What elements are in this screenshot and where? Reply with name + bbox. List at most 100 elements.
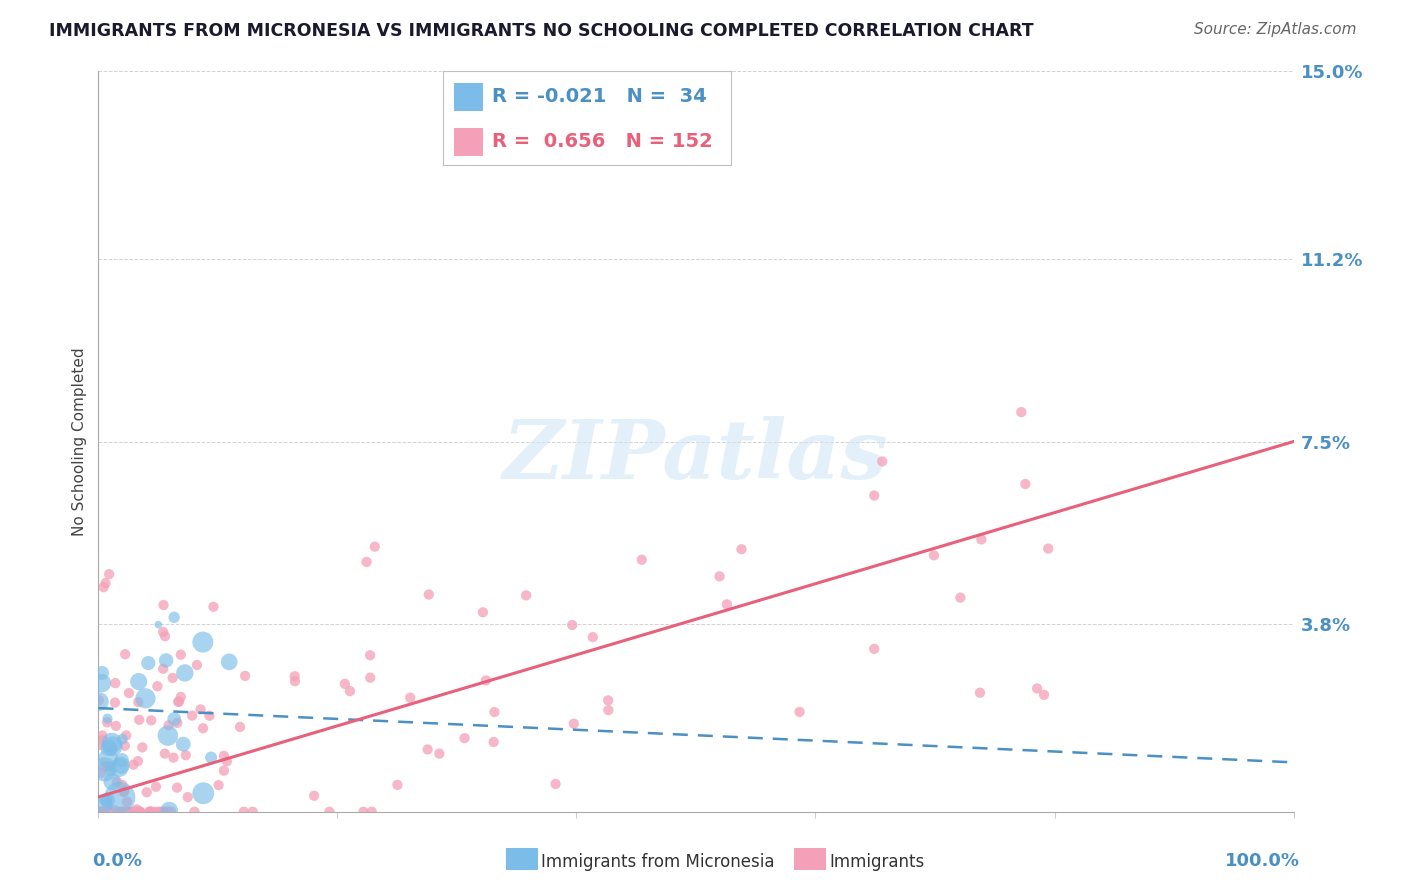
Point bbox=[360, 805, 382, 819]
Point bbox=[582, 630, 605, 644]
Point bbox=[163, 610, 186, 624]
Point bbox=[108, 790, 131, 805]
Point bbox=[352, 805, 374, 819]
Point bbox=[97, 759, 120, 773]
Point bbox=[91, 729, 114, 743]
Point bbox=[156, 805, 179, 819]
Point bbox=[198, 708, 221, 723]
Point bbox=[232, 805, 254, 819]
Text: R =  0.656   N = 152: R = 0.656 N = 152 bbox=[492, 132, 713, 151]
Point bbox=[152, 805, 174, 819]
Point bbox=[153, 747, 176, 761]
Point bbox=[202, 599, 225, 614]
Point bbox=[174, 748, 197, 763]
Point bbox=[949, 591, 972, 605]
Point bbox=[562, 716, 585, 731]
Point bbox=[475, 673, 498, 688]
Point bbox=[129, 805, 152, 819]
Point bbox=[111, 778, 134, 792]
Point bbox=[117, 805, 139, 819]
Point bbox=[242, 805, 264, 819]
Point bbox=[91, 805, 114, 819]
Point bbox=[90, 738, 112, 752]
Point bbox=[183, 805, 205, 819]
Point bbox=[730, 542, 752, 557]
Point bbox=[598, 703, 620, 717]
Point bbox=[233, 669, 256, 683]
Point bbox=[229, 720, 252, 734]
Point bbox=[152, 624, 174, 639]
Point bbox=[117, 805, 139, 819]
Point bbox=[863, 641, 886, 656]
Point bbox=[111, 753, 134, 767]
Point bbox=[544, 777, 567, 791]
Point bbox=[212, 764, 235, 778]
Point bbox=[128, 713, 150, 727]
Point bbox=[97, 751, 120, 765]
Point bbox=[94, 805, 117, 819]
Point bbox=[284, 674, 307, 689]
Point bbox=[103, 803, 125, 817]
Point bbox=[190, 702, 212, 716]
Point bbox=[101, 774, 124, 789]
Point bbox=[93, 580, 115, 594]
Point bbox=[104, 719, 127, 733]
Point bbox=[139, 805, 162, 819]
Bar bbox=[454, 83, 484, 111]
Point bbox=[399, 690, 422, 705]
Point bbox=[155, 653, 177, 667]
Point bbox=[138, 805, 160, 819]
Point bbox=[93, 759, 115, 773]
Point bbox=[131, 740, 153, 755]
Point bbox=[98, 805, 121, 819]
Point bbox=[598, 693, 620, 707]
Text: Source: ZipAtlas.com: Source: ZipAtlas.com bbox=[1194, 22, 1357, 37]
Point bbox=[148, 617, 170, 632]
Point bbox=[207, 778, 229, 792]
Point bbox=[922, 549, 945, 563]
Point bbox=[128, 674, 150, 689]
Text: Immigrants: Immigrants bbox=[830, 853, 925, 871]
Point bbox=[630, 553, 652, 567]
Point bbox=[167, 694, 190, 708]
Point bbox=[129, 805, 152, 819]
Point bbox=[418, 587, 440, 601]
Point bbox=[471, 605, 494, 619]
Point bbox=[150, 805, 173, 819]
Point bbox=[177, 790, 200, 805]
Point bbox=[160, 805, 183, 819]
Point bbox=[212, 748, 235, 763]
Point bbox=[969, 686, 991, 700]
Point bbox=[156, 729, 179, 743]
Point bbox=[970, 533, 993, 547]
Point bbox=[191, 635, 214, 649]
Point bbox=[91, 797, 114, 812]
Point bbox=[114, 647, 136, 661]
Point bbox=[157, 718, 180, 732]
Point bbox=[94, 793, 117, 807]
Point bbox=[302, 789, 325, 803]
Point bbox=[139, 805, 162, 819]
Point bbox=[482, 735, 505, 749]
Point bbox=[91, 733, 114, 747]
Point bbox=[215, 754, 238, 768]
Point bbox=[318, 805, 340, 819]
Point bbox=[115, 805, 138, 819]
Text: IMMIGRANTS FROM MICRONESIA VS IMMIGRANTS NO SCHOOLING COMPLETED CORRELATION CHAR: IMMIGRANTS FROM MICRONESIA VS IMMIGRANTS… bbox=[49, 22, 1033, 40]
Point bbox=[186, 658, 208, 673]
Point bbox=[155, 805, 177, 819]
Point bbox=[870, 454, 893, 468]
Point bbox=[115, 795, 138, 809]
Point bbox=[112, 785, 135, 799]
Point bbox=[359, 671, 381, 685]
Point bbox=[122, 757, 145, 772]
Point bbox=[118, 805, 141, 819]
Point bbox=[152, 598, 174, 612]
Point bbox=[136, 656, 159, 670]
Point bbox=[166, 715, 188, 730]
Point bbox=[105, 774, 128, 789]
Point bbox=[89, 805, 111, 819]
Point bbox=[89, 695, 111, 709]
Point bbox=[93, 805, 115, 819]
Point bbox=[89, 805, 111, 819]
